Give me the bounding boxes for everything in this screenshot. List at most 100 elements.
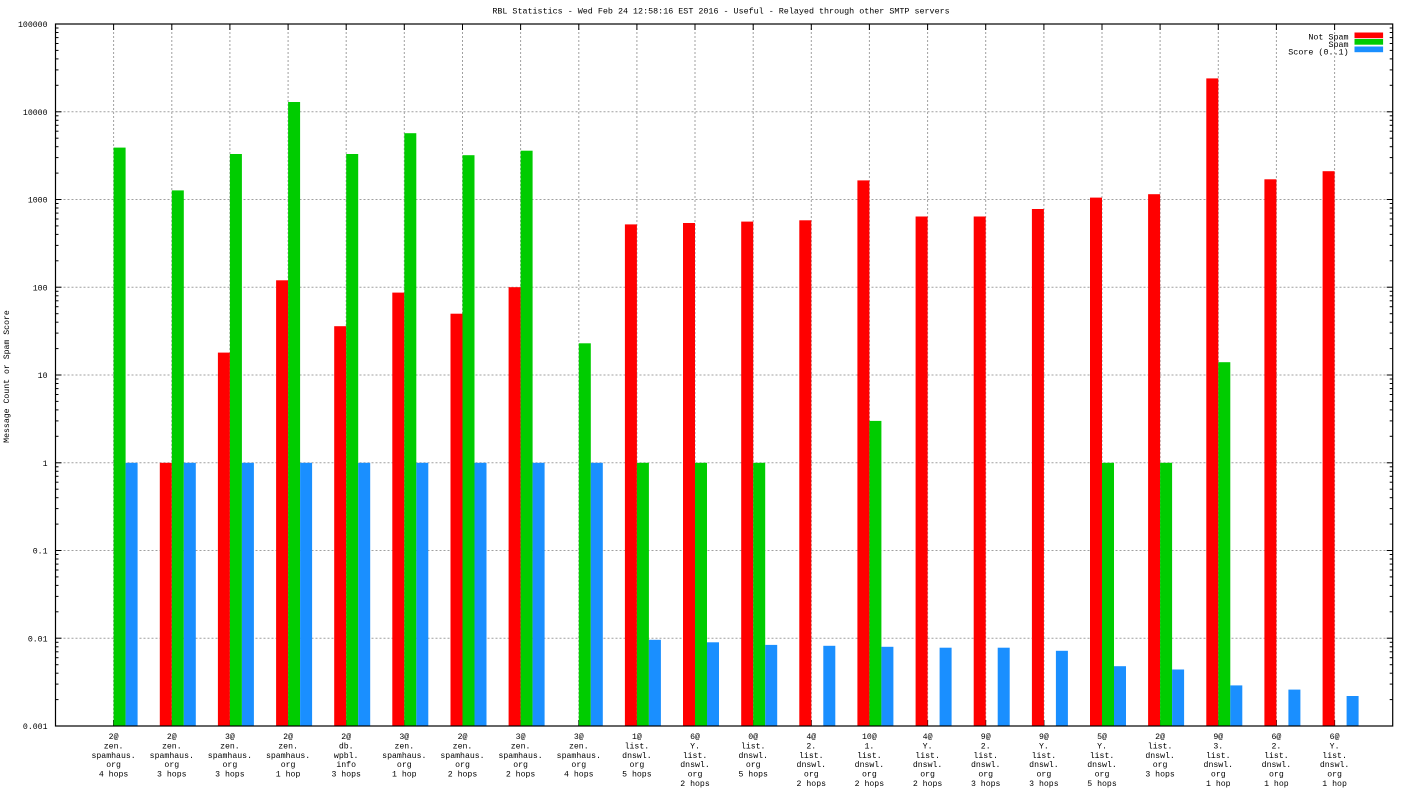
- svg-text:10: 10: [38, 372, 48, 381]
- svg-text:Score (0..1): Score (0..1): [1288, 48, 1348, 58]
- svg-text:org: org: [920, 771, 935, 780]
- svg-text:org: org: [1037, 771, 1052, 780]
- svg-text:0.001: 0.001: [23, 723, 48, 732]
- svg-text:org: org: [164, 761, 179, 770]
- svg-text:dnswl.: dnswl.: [1204, 760, 1233, 770]
- svg-text:1.: 1.: [864, 742, 874, 751]
- svg-text:dnswl.: dnswl.: [855, 760, 884, 770]
- svg-text:list.: list.: [741, 741, 766, 751]
- svg-text:spamhaus.: spamhaus.: [557, 751, 601, 761]
- svg-text:Y.: Y.: [690, 742, 700, 751]
- svg-text:org: org: [862, 771, 877, 780]
- svg-text:org: org: [630, 761, 645, 770]
- svg-text:org: org: [746, 761, 761, 770]
- svg-text:2.: 2.: [981, 742, 991, 751]
- svg-text:dnswl.: dnswl.: [1320, 760, 1349, 770]
- svg-text:2.: 2.: [806, 742, 816, 751]
- svg-text:org: org: [1269, 771, 1284, 780]
- svg-text:Y.: Y.: [1039, 742, 1049, 751]
- svg-text:3@: 3@: [399, 732, 409, 742]
- svg-text:100000: 100000: [18, 21, 48, 30]
- svg-text:2@: 2@: [458, 732, 468, 742]
- svg-text:4@: 4@: [923, 732, 933, 742]
- svg-text:list.: list.: [799, 751, 824, 761]
- svg-text:spamhaus.: spamhaus.: [208, 751, 252, 761]
- svg-text:Y.: Y.: [1097, 742, 1107, 751]
- svg-text:org: org: [455, 761, 470, 770]
- svg-text:org: org: [571, 761, 586, 770]
- svg-text:4 hops: 4 hops: [564, 770, 594, 780]
- svg-text:org: org: [688, 771, 703, 780]
- svg-text:info: info: [336, 760, 356, 770]
- svg-text:list.: list.: [1206, 751, 1231, 761]
- svg-text:3 hops: 3 hops: [1029, 779, 1059, 789]
- svg-text:3 hops: 3 hops: [971, 779, 1001, 789]
- svg-text:3@: 3@: [516, 732, 526, 742]
- svg-text:4 hops: 4 hops: [99, 770, 129, 780]
- svg-text:6@: 6@: [690, 732, 700, 742]
- svg-text:0.01: 0.01: [28, 636, 48, 645]
- svg-text:list.: list.: [1148, 741, 1173, 751]
- svg-text:5 hops: 5 hops: [738, 770, 768, 780]
- svg-text:zen.: zen.: [278, 742, 298, 751]
- svg-text:1 hop: 1 hop: [392, 770, 417, 780]
- svg-text:list.: list.: [1032, 751, 1057, 761]
- svg-text:dnswl.: dnswl.: [1029, 760, 1058, 770]
- svg-text:Y.: Y.: [923, 742, 933, 751]
- svg-text:RBL Statistics - Wed Feb 24 12: RBL Statistics - Wed Feb 24 12:58:16 EST…: [492, 7, 949, 17]
- svg-text:2 hops: 2 hops: [855, 779, 885, 789]
- svg-text:wpbl.: wpbl.: [334, 751, 359, 761]
- svg-text:2 hops: 2 hops: [680, 779, 710, 789]
- svg-text:list.: list.: [1264, 751, 1289, 761]
- svg-text:5@: 5@: [1097, 732, 1107, 742]
- svg-text:dnswl.: dnswl.: [622, 751, 651, 761]
- svg-text:list.: list.: [915, 751, 940, 761]
- svg-text:list.: list.: [625, 741, 650, 751]
- svg-text:org: org: [1211, 771, 1226, 780]
- svg-text:1: 1: [43, 460, 48, 469]
- svg-text:5 hops: 5 hops: [1087, 779, 1117, 789]
- svg-text:3 hops: 3 hops: [1145, 770, 1175, 780]
- svg-text:2@: 2@: [109, 732, 119, 742]
- svg-text:zen.: zen.: [569, 742, 589, 751]
- svg-text:list.: list.: [1322, 751, 1347, 761]
- svg-text:spamhaus.: spamhaus.: [440, 751, 484, 761]
- svg-text:2@: 2@: [167, 732, 177, 742]
- svg-text:zen.: zen.: [220, 742, 240, 751]
- svg-text:1 hop: 1 hop: [1264, 779, 1289, 789]
- svg-text:dnswl.: dnswl.: [680, 760, 709, 770]
- svg-text:2@: 2@: [341, 732, 351, 742]
- svg-text:100: 100: [33, 284, 48, 293]
- svg-text:zen.: zen.: [104, 742, 124, 751]
- svg-text:1@: 1@: [632, 732, 642, 742]
- svg-text:zen.: zen.: [162, 742, 182, 751]
- svg-text:org: org: [1095, 771, 1110, 780]
- svg-text:10000: 10000: [23, 109, 48, 118]
- svg-text:list.: list.: [857, 751, 882, 761]
- svg-text:4@: 4@: [806, 732, 816, 742]
- svg-text:2@: 2@: [1155, 732, 1165, 742]
- svg-text:3 hops: 3 hops: [157, 770, 187, 780]
- svg-text:6@: 6@: [1330, 732, 1340, 742]
- svg-text:3.: 3.: [1213, 742, 1223, 751]
- svg-text:Message Count or Spam Score: Message Count or Spam Score: [3, 310, 12, 443]
- svg-text:dnswl.: dnswl.: [738, 751, 767, 761]
- svg-text:spamhaus.: spamhaus.: [91, 751, 135, 761]
- svg-text:org: org: [281, 761, 296, 770]
- svg-text:spamhaus.: spamhaus.: [150, 751, 194, 761]
- svg-text:Y.: Y.: [1330, 742, 1340, 751]
- svg-text:org: org: [223, 761, 238, 770]
- svg-text:org: org: [1153, 761, 1168, 770]
- svg-text:zen.: zen.: [394, 742, 414, 751]
- svg-text:org: org: [397, 761, 412, 770]
- svg-text:list.: list.: [973, 751, 998, 761]
- svg-text:3@: 3@: [225, 732, 235, 742]
- svg-text:1000: 1000: [28, 197, 48, 206]
- svg-text:9@: 9@: [1213, 732, 1223, 742]
- svg-text:0@: 0@: [748, 732, 758, 742]
- svg-text:2 hops: 2 hops: [448, 770, 478, 780]
- svg-text:org: org: [804, 771, 819, 780]
- svg-text:10@: 10@: [862, 732, 877, 742]
- svg-text:dnswl.: dnswl.: [1087, 760, 1116, 770]
- svg-text:3@: 3@: [574, 732, 584, 742]
